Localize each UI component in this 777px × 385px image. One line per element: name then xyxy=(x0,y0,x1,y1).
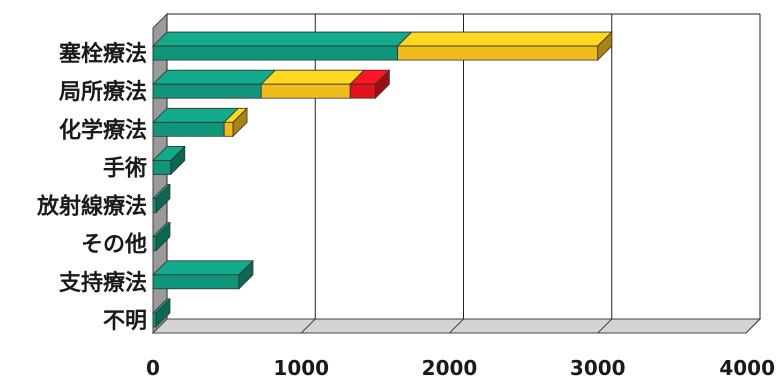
category-label: 支持療法 xyxy=(59,270,147,296)
x-tick-label: 2000 xyxy=(422,356,478,380)
bar-0-series-0 xyxy=(152,31,413,61)
bar-side xyxy=(170,145,186,176)
category-label: 不明 xyxy=(103,309,147,334)
bar-1-series-1 xyxy=(260,69,366,99)
bar-2-series-1 xyxy=(223,107,249,138)
category-label: 放射線療法 xyxy=(36,194,147,220)
bar-top xyxy=(260,69,366,85)
category-label: 局所療法 xyxy=(59,79,147,105)
bar-side xyxy=(155,221,171,252)
bar-front xyxy=(152,83,262,99)
category-label: その他 xyxy=(81,233,147,258)
bar-side xyxy=(155,297,171,328)
bar-0-series-1 xyxy=(396,31,613,62)
x-tick-label: 0 xyxy=(146,356,160,380)
bar-series xyxy=(152,31,613,328)
bar-1-series-0 xyxy=(152,69,277,99)
bar-front xyxy=(223,121,234,137)
bar-front xyxy=(152,45,399,61)
bar-side xyxy=(155,183,171,214)
bar-2-series-0 xyxy=(152,107,240,137)
bar-top xyxy=(152,31,413,47)
bar-3-series-0 xyxy=(152,145,186,176)
bar-top xyxy=(152,69,277,85)
bar-front xyxy=(152,274,240,290)
bar-side xyxy=(232,107,248,138)
x-tick-labels: 0 1000 2000 3000 4000 xyxy=(146,356,775,380)
floor-line-3000 xyxy=(597,318,613,334)
bar-5-series-0 xyxy=(152,221,171,252)
bar-front xyxy=(152,198,157,213)
bar-front xyxy=(397,45,599,61)
bar-front xyxy=(152,160,172,175)
category-label: 塞栓療法 xyxy=(59,41,147,67)
bar-top xyxy=(152,260,254,276)
category-label: 手術 xyxy=(103,155,147,181)
bar-side xyxy=(374,69,390,100)
bar-front xyxy=(349,83,376,99)
floor-line-2000 xyxy=(449,318,464,334)
bar-top xyxy=(396,31,613,47)
category-label: 化学療法 xyxy=(59,117,147,143)
x-tick-label: 3000 xyxy=(570,356,626,380)
bar-6-series-0 xyxy=(152,259,254,290)
bar-4-series-0 xyxy=(152,183,171,214)
bar-front xyxy=(152,236,157,252)
floor-line-4000 xyxy=(745,318,761,334)
bar-top xyxy=(152,107,240,123)
back-wall xyxy=(153,14,760,333)
floor-line-1000 xyxy=(300,318,316,334)
bar-side xyxy=(597,31,613,62)
bar-front xyxy=(260,83,351,99)
bar-front xyxy=(152,312,157,328)
bar-side xyxy=(238,259,254,290)
bar-7-series-0 xyxy=(152,297,171,328)
x-tick-label: 4000 xyxy=(719,356,775,380)
x-tick-label: 1000 xyxy=(273,356,329,380)
bar-1-series-2 xyxy=(349,69,391,100)
bar-front xyxy=(152,121,225,137)
